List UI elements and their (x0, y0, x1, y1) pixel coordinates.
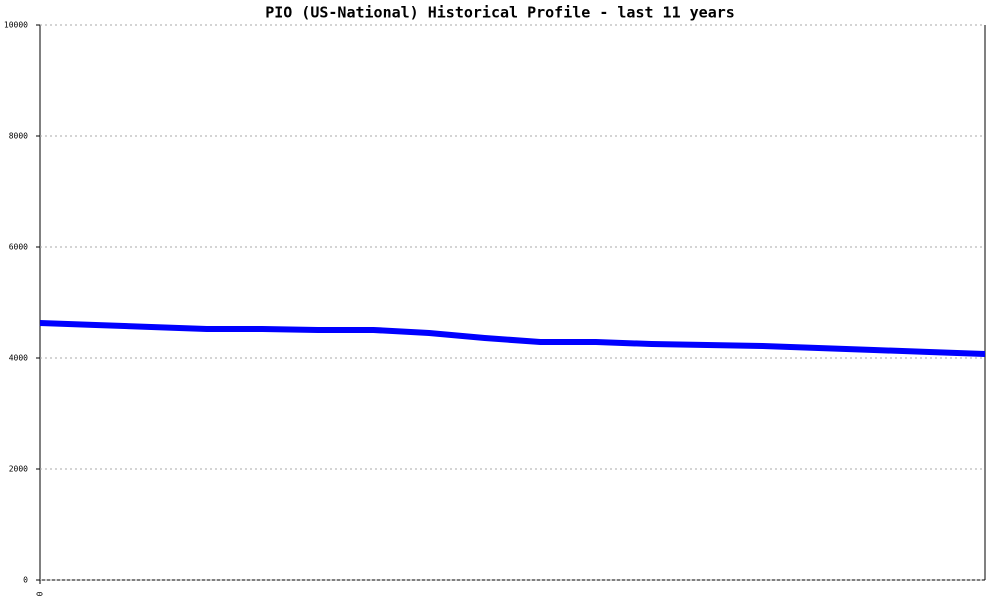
y-tick-label: 6000 (9, 243, 28, 252)
chart-title: PIO (US-National) Historical Profile - l… (265, 4, 735, 22)
y-tick-label: 0 (23, 576, 28, 585)
line (39, 319, 986, 358)
y-tick-label: 4000 (9, 354, 28, 363)
y-tick-label: 8000 (9, 132, 28, 141)
x-tick-label: 0 (36, 591, 45, 596)
y-tick-label: 2000 (9, 465, 28, 474)
y-tick-label: 10000 (4, 21, 28, 30)
